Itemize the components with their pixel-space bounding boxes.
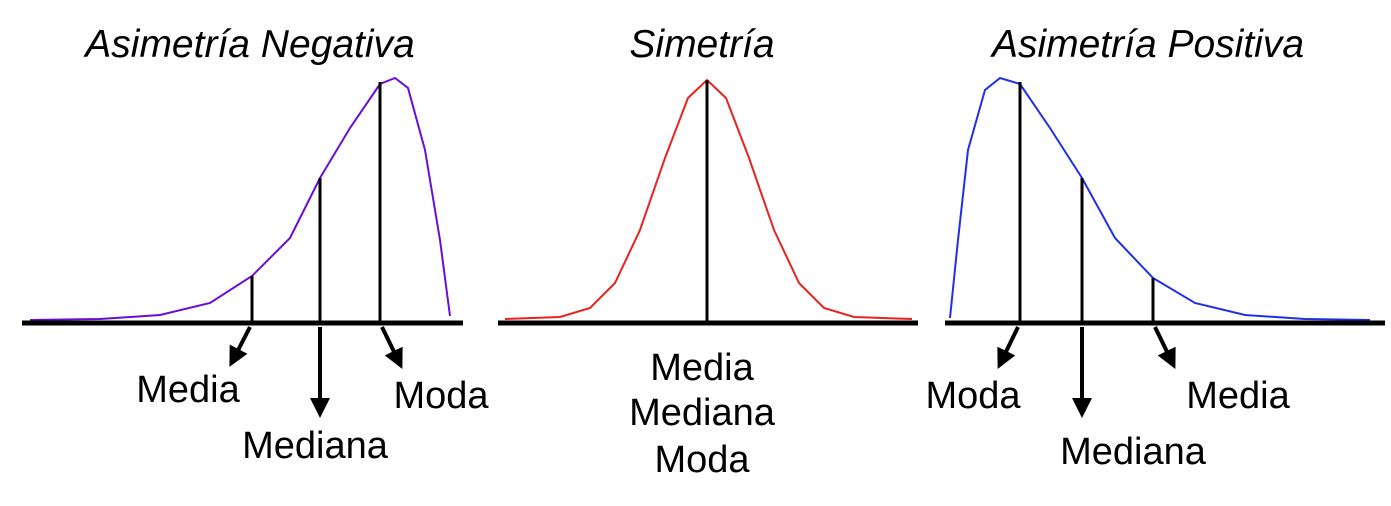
moda-label: Moda [925,375,1021,417]
media-arrow [229,326,252,367]
mediana-label: Mediana [629,392,776,434]
mediana-label: Mediana [1060,431,1207,473]
media-label: Media [1186,375,1290,417]
panel-negative-skew: Asimetría Negativa Media Mediana Moda [22,23,489,467]
media-label: Media [136,369,240,411]
moda-label: Moda [393,375,489,417]
panel-positive-skew: Asimetría Positiva Moda Mediana Media [925,23,1385,473]
media-arrow [1153,326,1176,369]
moda-arrow [380,326,403,369]
positive-skew-curve [949,76,1371,321]
panel-title: Asimetría Positiva [990,23,1304,66]
mediana-label: Mediana [242,425,389,467]
panel-symmetric: Simetría Media Mediana Moda [498,23,918,481]
negative-skew-curve [29,76,451,321]
moda-arrow [997,326,1020,369]
media-label: Media [650,347,754,389]
panel-title: Simetría [629,23,774,66]
moda-label: Moda [654,439,750,481]
panel-title: Asimetría Negativa [83,23,414,66]
